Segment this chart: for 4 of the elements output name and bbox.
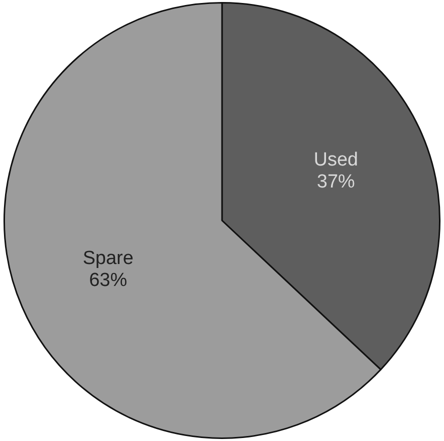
slice-label: Spare	[82, 248, 134, 270]
slice-label: Used	[314, 149, 358, 170]
data-label: 63%	[89, 270, 128, 292]
data-label: 37%	[316, 171, 356, 192]
